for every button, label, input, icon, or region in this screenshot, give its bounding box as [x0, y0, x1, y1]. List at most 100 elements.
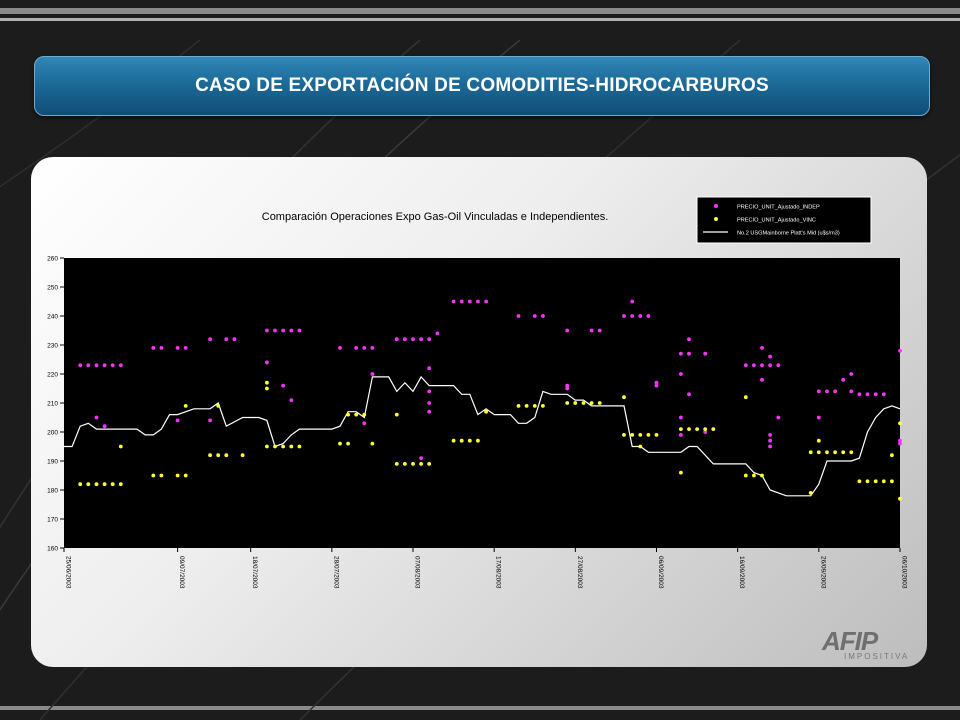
indep-point — [411, 337, 415, 342]
vinc-point — [581, 401, 586, 405]
y-axis: 160 170 180 190 200 210 220 230 240 250 260 — [47, 256, 64, 553]
indep-point — [622, 314, 626, 318]
vinc-point — [370, 441, 375, 446]
indep-point — [370, 346, 375, 350]
indep-point — [768, 444, 772, 449]
indep-point — [94, 415, 99, 420]
legend-swatch-point — [714, 204, 718, 208]
indep-point — [565, 386, 570, 391]
indep-point — [881, 392, 886, 397]
vinc-point — [110, 482, 115, 487]
indep-point — [898, 441, 902, 446]
vinc-point — [565, 401, 570, 405]
slide-title-bar: CASO DE EXPORTACIÓN DE COMODITIES-HIDROC… — [34, 56, 930, 116]
indep-point — [151, 346, 156, 350]
indep-point — [394, 337, 399, 342]
vinc-point — [808, 450, 813, 455]
vinc-point — [216, 453, 221, 458]
vinc-point — [597, 401, 602, 405]
vinc-point — [467, 438, 472, 443]
indep-point — [654, 380, 659, 385]
x-tick-label: 06/09/2003 — [657, 556, 664, 589]
vinc-point — [224, 453, 229, 458]
indep-series — [78, 299, 902, 460]
vinc-point — [622, 395, 626, 400]
vinc-point — [265, 444, 269, 449]
x-tick-label: 28/07/2003 — [332, 556, 339, 589]
indep-point — [776, 415, 781, 420]
vinc-point — [703, 427, 708, 431]
vinc-point — [411, 462, 415, 466]
indep-point — [435, 331, 440, 336]
indep-point — [752, 363, 756, 368]
vinc-point — [890, 453, 894, 458]
indep-point — [484, 299, 488, 304]
vinc-point — [273, 444, 277, 449]
vinc-point — [451, 438, 456, 443]
vinc-point — [573, 401, 578, 405]
indep-point — [427, 409, 432, 414]
indep-point — [354, 346, 359, 350]
indep-point — [467, 299, 472, 304]
indep-point — [78, 363, 83, 368]
legend: PRECIO_UNIT_Ajustado_INDEP PRECIO_UNIT_Aj… — [696, 196, 872, 244]
indep-point — [427, 389, 432, 394]
indep-point — [679, 415, 683, 420]
indep-point — [743, 363, 748, 368]
indep-point — [427, 401, 432, 405]
line-series — [64, 375, 901, 497]
vinc-point — [589, 401, 594, 405]
indep-point — [476, 299, 480, 304]
indep-point — [208, 418, 213, 423]
afip-logo: AFIP IMPOSITIVA — [822, 628, 912, 664]
vinc-point — [78, 482, 83, 487]
indep-point — [419, 456, 423, 460]
legend-swatch-point — [714, 217, 718, 221]
x-tick-label: 07/08/2003 — [414, 556, 421, 589]
indep-point — [175, 418, 180, 423]
indep-point — [102, 363, 107, 368]
vinc-point — [338, 441, 342, 446]
vinc-point — [743, 395, 748, 400]
vinc-point — [265, 380, 269, 385]
vinc-point — [94, 482, 99, 487]
x-tick-label: 17/08/2003 — [495, 556, 502, 589]
indep-point — [679, 372, 683, 376]
vinc-point — [541, 404, 545, 408]
indep-point — [362, 346, 367, 350]
y-tick-label: 160 — [47, 546, 58, 553]
indep-point — [403, 337, 407, 342]
vinc-point — [403, 462, 407, 466]
indep-point — [849, 372, 854, 376]
vinc-point — [516, 404, 521, 408]
vinc-point — [216, 404, 221, 408]
indep-point — [760, 346, 764, 350]
indep-point — [110, 363, 115, 368]
indep-point — [679, 433, 683, 437]
legend-label: No.2 USGMainborne Platt's Mid (u$s/m3) — [737, 230, 840, 236]
vinc-point — [459, 438, 464, 443]
vinc-point — [622, 433, 626, 437]
indep-point — [289, 328, 294, 333]
indep-point — [427, 366, 432, 371]
plot-area — [64, 258, 900, 548]
indep-point — [760, 377, 764, 382]
chart-title: Comparación Operaciones Expo Gas-Oil Vin… — [262, 211, 609, 223]
vinc-point — [427, 462, 432, 466]
indep-point — [760, 363, 764, 368]
indep-point — [776, 363, 781, 368]
vinc-point — [679, 470, 683, 475]
indep-point — [589, 328, 594, 333]
vinc-point — [743, 473, 748, 478]
y-tick-label: 250 — [47, 285, 58, 292]
vinc-point — [630, 433, 635, 437]
indep-point — [898, 348, 902, 353]
indep-point — [208, 337, 213, 342]
indep-point — [857, 392, 862, 397]
vinc-point — [354, 412, 359, 417]
vinc-point — [833, 450, 837, 455]
vinc-point — [86, 482, 91, 487]
indep-point — [768, 354, 772, 359]
indep-point — [898, 438, 902, 443]
vinc-point — [394, 412, 399, 417]
